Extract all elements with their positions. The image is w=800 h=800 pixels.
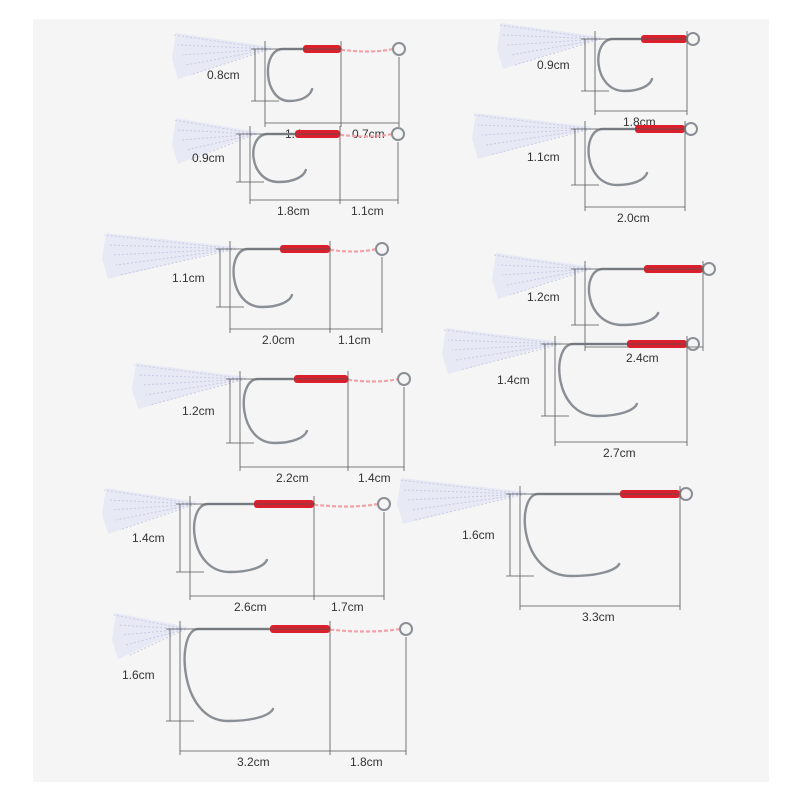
hook-5-drawing — [102, 233, 389, 333]
hook-7-drawing — [132, 363, 411, 471]
hook-wire — [587, 127, 687, 187]
hook-11-width-label: 3.2cm — [237, 755, 270, 769]
hook-9-height-label: 1.4cm — [132, 531, 165, 545]
measure-lines — [571, 121, 686, 211]
hook-11-tail-label: 1.8cm — [350, 755, 383, 769]
hook-wire — [587, 267, 705, 327]
measure-lines — [236, 126, 399, 204]
hook-11-height-label: 1.6cm — [122, 668, 155, 682]
hook-8-drawing — [442, 328, 700, 446]
hook-7-height-label: 1.2cm — [182, 404, 215, 418]
hook-3-tail-label: 1.1cm — [351, 204, 384, 218]
hook-wire — [192, 502, 316, 574]
hook-wire — [266, 47, 343, 103]
measure-lines — [226, 371, 405, 471]
hook-3-drawing — [172, 118, 405, 204]
hook-6-height-label: 1.2cm — [527, 290, 560, 304]
hook-6-drawing — [492, 253, 716, 351]
split-ring — [392, 42, 406, 56]
hook-8-height-label: 1.4cm — [497, 373, 530, 387]
split-ring — [399, 622, 413, 636]
split-ring — [702, 262, 716, 276]
split-ring — [679, 487, 693, 501]
hook-7-tail-label: 1.4cm — [358, 471, 391, 485]
feather — [172, 33, 273, 79]
hook-4-width-label: 2.0cm — [617, 211, 650, 225]
assist-line — [307, 502, 379, 508]
hook-8-width-label: 2.7cm — [603, 446, 636, 460]
hook-1-drawing — [172, 33, 406, 127]
feather — [492, 253, 593, 299]
hook-1-height-label: 0.8cm — [207, 68, 240, 82]
hook-3-width-label: 1.8cm — [277, 204, 310, 218]
hook-2-height-label: 0.9cm — [537, 58, 570, 72]
hook-11-drawing — [112, 613, 413, 755]
hook-2-drawing — [497, 23, 700, 115]
split-ring — [375, 242, 389, 256]
hook-6-width-label: 2.4cm — [626, 351, 659, 365]
assist-line — [334, 47, 394, 53]
hook-9-tail-label: 1.7cm — [331, 600, 364, 614]
hook-wire — [252, 132, 342, 184]
measure-lines — [581, 31, 688, 115]
feather — [442, 328, 563, 374]
split-ring — [686, 337, 700, 351]
hook-10-width-label: 3.3cm — [582, 610, 615, 624]
assist-line — [323, 247, 377, 253]
hook-wire — [232, 247, 332, 309]
feather — [102, 233, 238, 279]
split-ring — [377, 497, 391, 511]
split-ring — [684, 122, 698, 136]
measure-lines — [176, 496, 385, 600]
hook-7-width-label: 2.2cm — [276, 471, 309, 485]
assist-line — [341, 377, 399, 383]
measure-lines — [216, 241, 383, 333]
assist-line — [323, 627, 401, 633]
measure-lines — [166, 621, 407, 755]
assist-line — [333, 132, 393, 138]
measure-lines — [506, 486, 681, 610]
hook-10-drawing — [397, 478, 693, 610]
feather — [132, 363, 248, 409]
split-ring — [686, 32, 700, 46]
feather — [497, 23, 603, 69]
hook-wire — [558, 342, 689, 418]
hook-9-width-label: 2.6cm — [234, 600, 267, 614]
measure-lines — [541, 336, 688, 446]
hook-3-height-label: 0.9cm — [192, 151, 225, 165]
hook-5-tail-label: 1.1cm — [338, 333, 371, 347]
split-ring — [397, 372, 411, 386]
hook-wire — [183, 627, 332, 723]
feather — [472, 113, 593, 159]
hook-4-height-label: 1.1cm — [527, 150, 560, 164]
hook-10-height-label: 1.6cm — [462, 528, 495, 542]
feather — [397, 478, 528, 524]
split-ring — [391, 127, 405, 141]
feather — [172, 118, 258, 164]
hook-5-height-label: 1.1cm — [172, 271, 205, 285]
measure-lines — [251, 41, 400, 127]
hook-5-width-label: 2.0cm — [262, 333, 295, 347]
feather — [102, 488, 198, 534]
hook-wire — [597, 37, 689, 93]
feather — [112, 613, 188, 659]
hook-wire — [242, 377, 350, 445]
hook-wire — [523, 492, 682, 578]
hook-4-drawing — [472, 113, 698, 211]
hook-9-drawing — [102, 488, 391, 600]
